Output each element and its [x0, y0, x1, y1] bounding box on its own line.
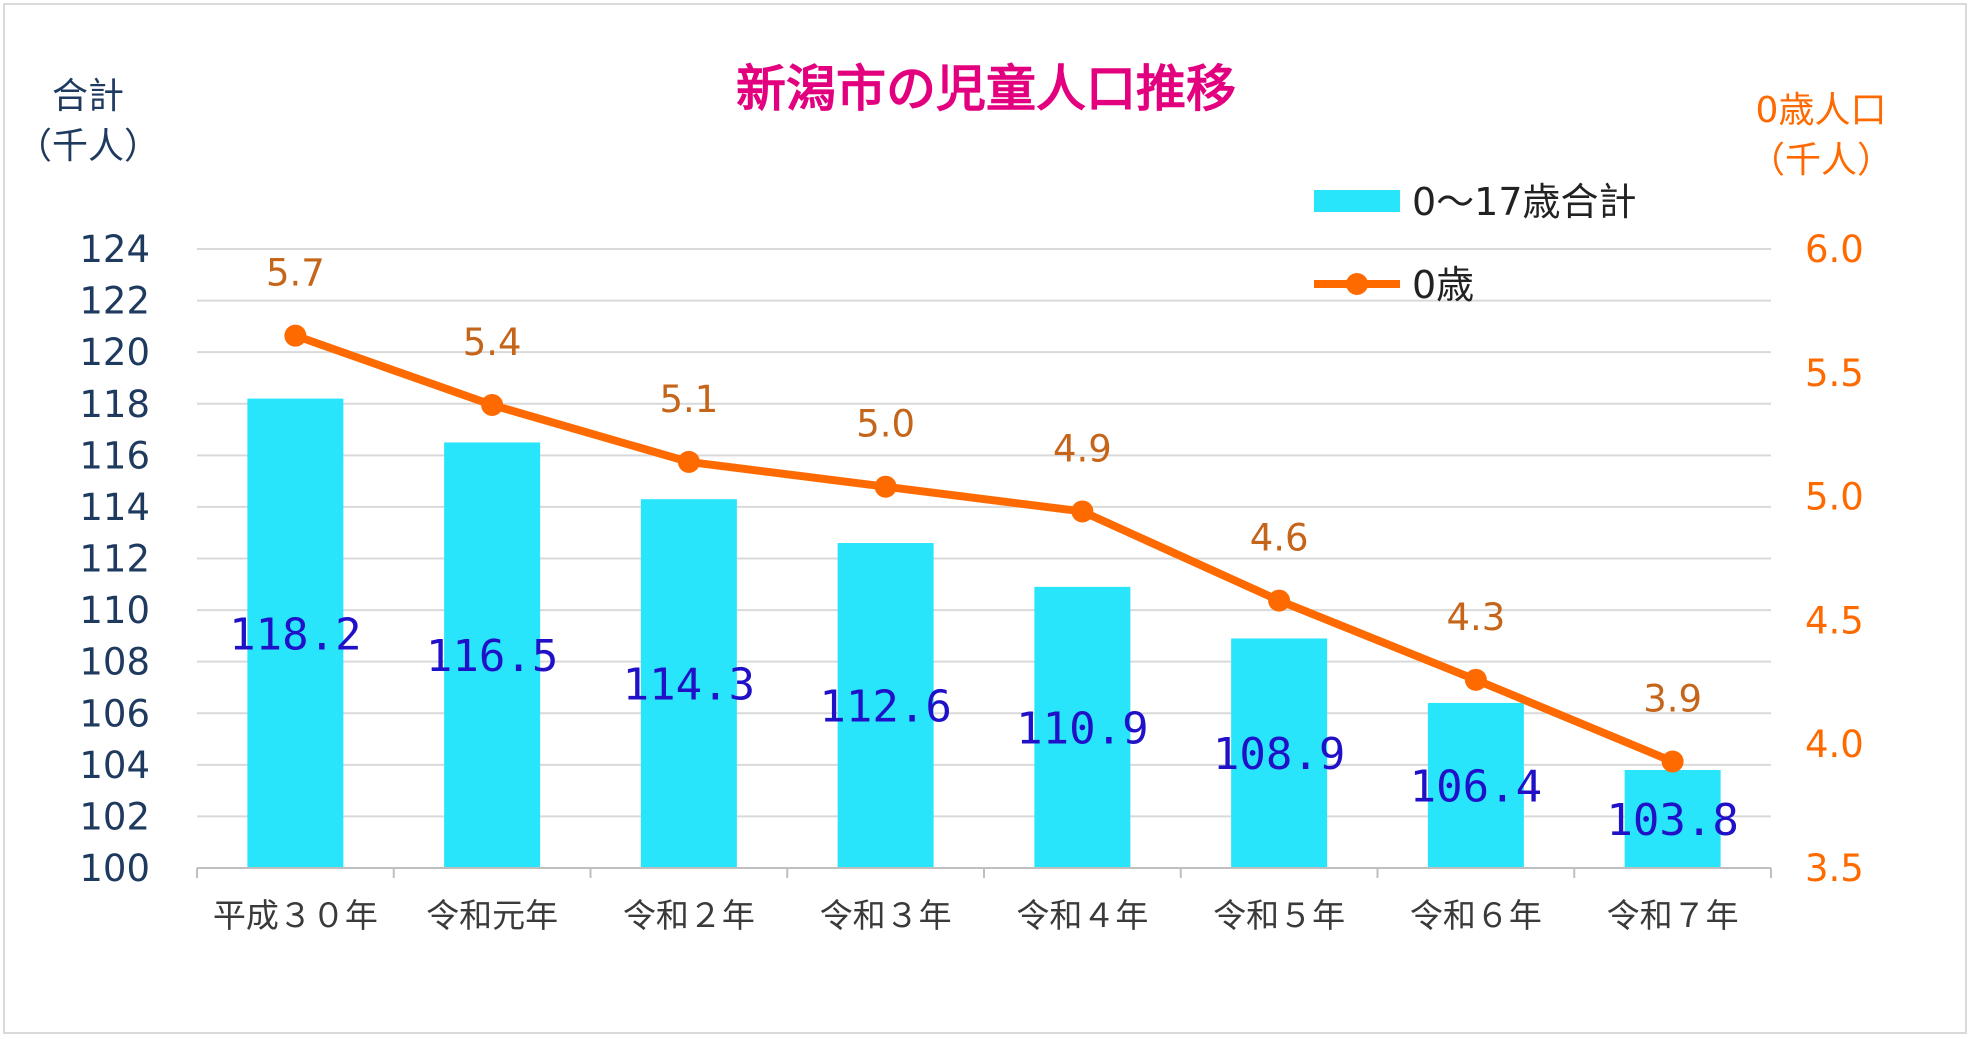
legend-bar-label: 0～17歳合計	[1412, 180, 1637, 224]
line-value-label: 4.3	[1446, 596, 1505, 639]
category-label: 令和３年	[820, 896, 952, 935]
line-series	[284, 324, 1684, 773]
right-axis-title: 0歳人口	[1756, 90, 1887, 131]
left-tick-label: 118	[79, 383, 150, 426]
right-tick-label: 6.0	[1805, 228, 1864, 271]
right-tick-label: 4.0	[1805, 723, 1864, 766]
line-value-label: 4.6	[1250, 517, 1309, 560]
legend-bar-swatch	[1314, 190, 1400, 212]
bar	[444, 442, 541, 868]
left-tick-label: 112	[79, 538, 150, 581]
bar	[1034, 586, 1131, 868]
left-tick-label: 110	[79, 589, 150, 632]
axes: 100 102 104 106 108 110 112 114 116 118 120 122 124 3…	[79, 228, 1863, 935]
bar-value-label: 108.9	[1213, 729, 1345, 780]
bar	[247, 398, 344, 868]
bar-series	[247, 398, 1721, 868]
left-tick-label: 102	[79, 795, 150, 838]
line-value-label: 4.9	[1053, 427, 1112, 470]
data-labels: 118.2 116.5 114.3 112.6 110.9 108.9 106.4 103.8…	[229, 252, 1739, 846]
left-tick-label: 106	[79, 692, 150, 735]
left-tick-label: 122	[79, 280, 150, 323]
left-tick-label: 114	[79, 486, 150, 529]
line-point	[284, 324, 307, 347]
left-axis-unit: （千人）	[16, 126, 160, 167]
chart-title: 新潟市の児童人口推移	[736, 60, 1236, 118]
category-label: 令和６年	[1410, 896, 1542, 935]
left-tick-label: 108	[79, 641, 150, 684]
line-point	[677, 450, 700, 473]
category-label: 令和２年	[623, 896, 755, 935]
bar	[837, 543, 934, 868]
right-tick-label: 5.0	[1805, 476, 1864, 519]
category-label: 令和元年	[426, 896, 558, 935]
bar	[640, 499, 737, 868]
right-axis-unit: （千人）	[1749, 140, 1893, 181]
left-tick-label: 120	[79, 331, 150, 374]
gridlines	[197, 248, 1771, 818]
line-value-label: 5.1	[659, 378, 718, 421]
left-axis-title: 合計	[52, 76, 124, 117]
legend-line-label: 0歳	[1412, 263, 1474, 307]
category-label: 令和４年	[1016, 896, 1148, 935]
left-tick-label: 100	[79, 847, 150, 890]
line-value-label: 3.9	[1643, 678, 1702, 721]
category-label: 平成３０年	[213, 896, 378, 935]
left-tick-label: 124	[79, 228, 150, 271]
bar-value-label: 116.5	[426, 631, 558, 682]
line-point	[1071, 500, 1094, 523]
category-label: 令和７年	[1607, 896, 1739, 935]
right-tick-label: 5.5	[1805, 352, 1864, 395]
line-point	[874, 475, 897, 498]
bar-value-label: 114.3	[623, 660, 755, 711]
bar	[1427, 702, 1524, 868]
line-point	[1268, 589, 1291, 612]
line-point	[1464, 668, 1487, 691]
right-tick-label: 4.5	[1805, 599, 1864, 642]
bar-value-label: 103.8	[1606, 795, 1738, 846]
line-point	[1661, 750, 1684, 773]
right-tick-label: 3.5	[1805, 847, 1864, 890]
bar	[1231, 638, 1328, 868]
category-label: 令和５年	[1213, 896, 1345, 935]
line-path	[294, 331, 1675, 766]
bar-value-label: 106.4	[1410, 761, 1542, 812]
legend: 0～17歳合計 0歳	[1314, 180, 1637, 307]
bar-value-label: 112.6	[819, 682, 951, 733]
left-tick-label: 116	[79, 434, 150, 477]
line-value-label: 5.0	[856, 403, 915, 446]
bar-value-label: 118.2	[229, 609, 361, 660]
bar	[1624, 769, 1721, 868]
bar-value-label: 110.9	[1016, 703, 1148, 754]
line-value-label: 5.4	[463, 321, 522, 364]
left-tick-label: 104	[79, 744, 150, 787]
legend-line-marker	[1346, 273, 1368, 295]
line-point	[481, 393, 504, 416]
line-value-label: 5.7	[266, 252, 325, 295]
